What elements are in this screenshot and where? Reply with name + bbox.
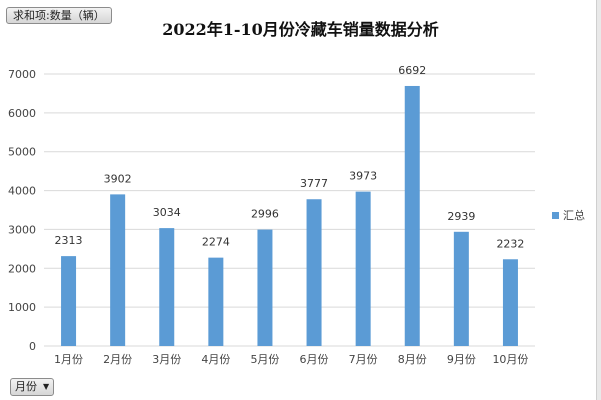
x-tick-label: 5月份 (250, 353, 279, 366)
bar (405, 86, 420, 346)
x-tick-label: 4月份 (201, 353, 230, 366)
bar (257, 230, 272, 346)
y-axis-ticks: 0 1000 2000 3000 4000 5000 6000 7000 (8, 68, 36, 353)
data-label: 2274 (202, 236, 230, 249)
x-tick-label: 10月份 (492, 353, 528, 366)
legend-label: 汇总 (563, 207, 585, 223)
bar (159, 228, 174, 346)
y-tick-label: 2000 (8, 262, 36, 275)
y-tick-label: 4000 (8, 185, 36, 198)
y-tick-label: 3000 (8, 223, 36, 236)
x-tick-label: 2月份 (103, 353, 132, 366)
data-label: 3034 (153, 206, 181, 219)
x-tick-label: 3月份 (152, 353, 181, 366)
data-label: 6692 (398, 64, 426, 77)
y-tick-label: 5000 (8, 146, 36, 159)
y-tick-label: 0 (29, 340, 36, 353)
data-label: 2996 (251, 208, 279, 221)
bar (454, 232, 469, 346)
bar (110, 194, 125, 346)
data-label: 3973 (349, 170, 377, 183)
dropdown-arrow-icon: ▼ (43, 379, 49, 395)
data-label: 2939 (447, 210, 475, 223)
y-tick-label: 7000 (8, 68, 36, 81)
y-tick-label: 1000 (8, 301, 36, 314)
bar (208, 258, 223, 346)
data-label: 2313 (55, 234, 83, 247)
month-field-label: 月份 (15, 379, 37, 395)
x-axis-ticks: 1月份 2月份 3月份 4月份 5月份 6月份 7月份 8月份 9月份 10月份 (54, 353, 528, 366)
legend: 汇总 (552, 207, 585, 223)
data-label: 2232 (496, 237, 524, 250)
month-field-dropdown[interactable]: 月份 ▼ (10, 378, 54, 396)
x-tick-label: 7月份 (349, 353, 378, 366)
bar (307, 199, 322, 346)
x-tick-label: 1月份 (54, 353, 83, 366)
x-tick-label: 9月份 (447, 353, 476, 366)
data-label: 3902 (104, 172, 132, 185)
bar (61, 256, 76, 346)
bar (503, 259, 518, 346)
y-tick-label: 6000 (8, 107, 36, 120)
window-edge (596, 0, 601, 400)
bar (356, 192, 371, 346)
x-tick-label: 6月份 (300, 353, 329, 366)
data-label: 3777 (300, 177, 328, 190)
legend-swatch (552, 212, 559, 219)
x-tick-label: 8月份 (398, 353, 427, 366)
